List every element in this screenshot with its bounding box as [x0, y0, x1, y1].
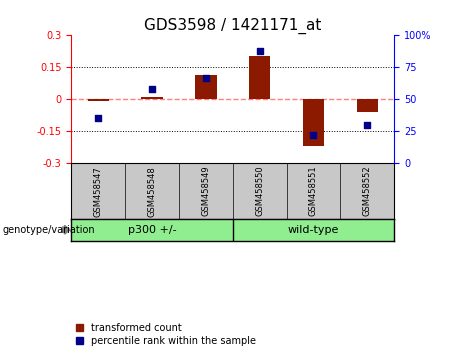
- Text: GSM458547: GSM458547: [94, 166, 103, 217]
- Text: wild-type: wild-type: [288, 225, 339, 235]
- Bar: [356, 99, 378, 112]
- Legend: transformed count, percentile rank within the sample: transformed count, percentile rank withi…: [77, 323, 256, 346]
- Bar: [88, 99, 109, 101]
- Bar: [303, 99, 324, 146]
- Bar: [142, 97, 163, 99]
- Point: [364, 122, 371, 127]
- Bar: [249, 56, 271, 99]
- Point: [95, 115, 102, 121]
- Text: GSM458549: GSM458549: [201, 166, 210, 216]
- Point: [202, 75, 210, 80]
- Bar: [195, 75, 217, 99]
- Point: [310, 132, 317, 138]
- Text: genotype/variation: genotype/variation: [2, 225, 95, 235]
- Point: [256, 48, 263, 53]
- Text: GSM458548: GSM458548: [148, 166, 157, 217]
- Text: GSM458552: GSM458552: [363, 166, 372, 216]
- Point: [148, 86, 156, 92]
- Text: GSM458550: GSM458550: [255, 166, 264, 216]
- Text: p300 +/-: p300 +/-: [128, 225, 177, 235]
- Title: GDS3598 / 1421171_at: GDS3598 / 1421171_at: [144, 18, 321, 34]
- Text: GSM458551: GSM458551: [309, 166, 318, 216]
